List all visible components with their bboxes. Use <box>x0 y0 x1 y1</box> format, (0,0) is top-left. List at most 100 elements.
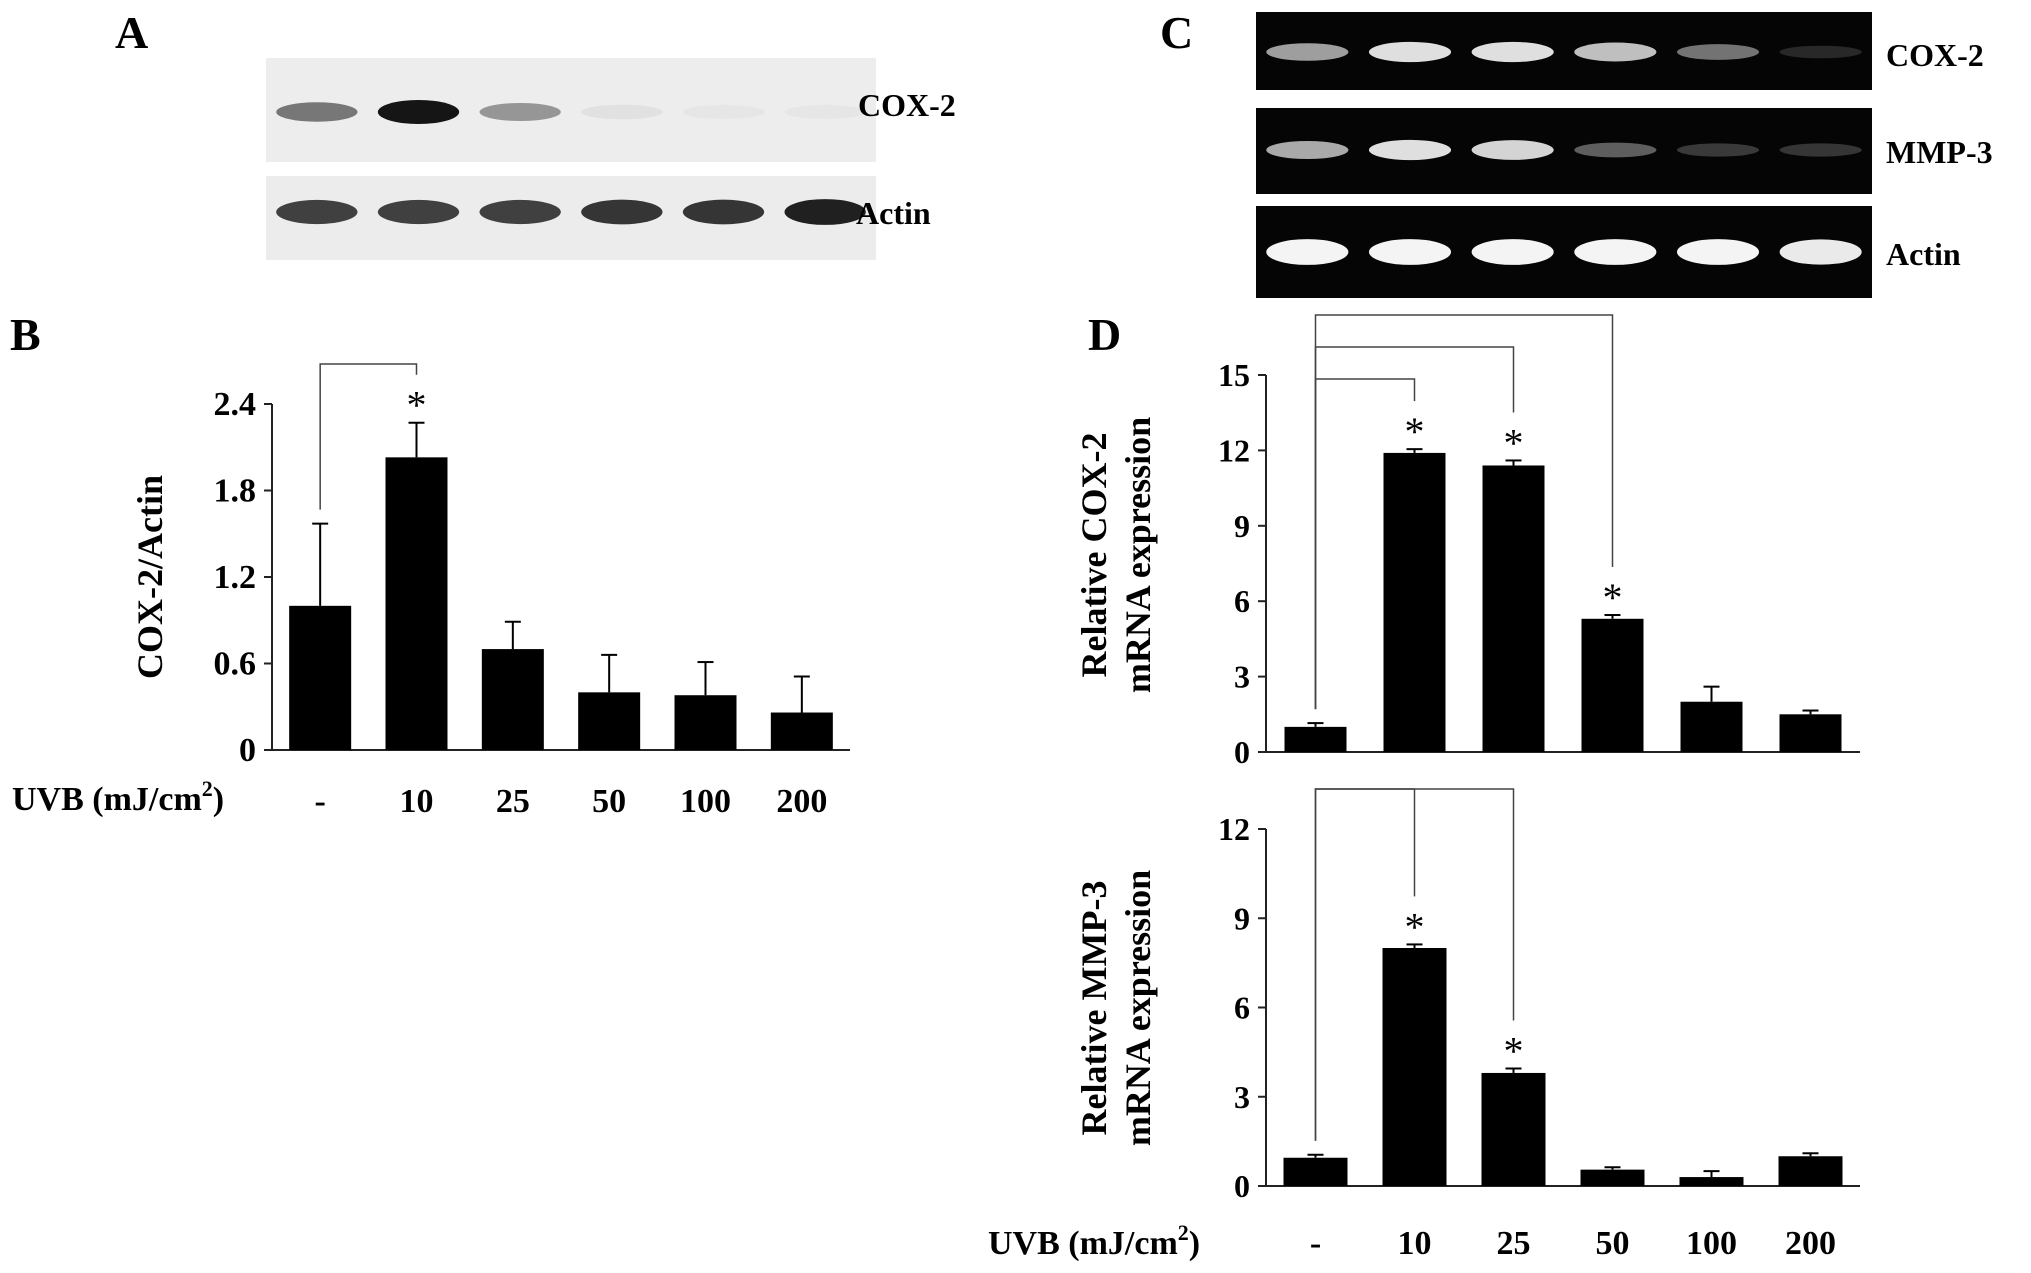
category-label: 50 <box>592 783 626 820</box>
band <box>1471 41 1554 63</box>
band <box>1471 239 1554 265</box>
band <box>276 199 358 225</box>
y-tick-label: 0 <box>1234 1168 1250 1204</box>
bar <box>1284 726 1347 752</box>
y-axis-label: Relative MMP-3 mRNA expression <box>1074 870 1158 1146</box>
gel-label-cox2: COX-2 <box>1886 37 1984 73</box>
comparison-bracket <box>319 363 418 510</box>
band <box>276 102 358 122</box>
gel-label-mmp3: MMP-3 <box>1886 134 1993 170</box>
gel-label-actin: Actin <box>1886 236 1961 272</box>
significance-star: * <box>1405 904 1425 949</box>
gel-background <box>1256 12 1872 90</box>
western-blot-a: COX-2 Actin <box>266 58 956 260</box>
band <box>479 199 561 225</box>
y-tick-label: 1.8 <box>214 473 257 510</box>
panel-letter-b: B <box>10 309 41 360</box>
band <box>1676 143 1760 157</box>
band <box>377 199 460 225</box>
gel-strip-cox2-mrna: COX-2 <box>1256 12 1984 90</box>
blot-background <box>266 176 876 260</box>
y-axis-label: COX-2/Actin <box>130 475 170 679</box>
gel-panel-c: COX-2 MMP-3 Actin <box>1256 12 1993 298</box>
category-label: 50 <box>1596 1225 1630 1262</box>
blot-strip-cox2-protein: COX-2 <box>266 58 956 162</box>
band <box>581 104 663 120</box>
bar <box>1283 1157 1348 1186</box>
category-label: 200 <box>1785 1225 1836 1262</box>
bar <box>1779 714 1842 752</box>
band <box>581 199 663 225</box>
band <box>1574 42 1657 62</box>
category-label: 100 <box>1686 1225 1737 1262</box>
bar <box>674 695 737 750</box>
category-label: 25 <box>1497 1225 1531 1262</box>
y-tick-label: 12 <box>1218 811 1250 847</box>
category-label: 10 <box>400 783 434 820</box>
bar <box>385 457 448 750</box>
category-label: 200 <box>776 783 827 820</box>
significance-star: * <box>1405 409 1425 454</box>
gel-strip-mmp3-mrna: MMP-3 <box>1256 108 1993 194</box>
significance-star: * <box>1504 420 1524 465</box>
category-label: 100 <box>680 783 731 820</box>
band <box>1266 239 1349 265</box>
significance-star: * <box>407 383 427 428</box>
band <box>682 199 765 225</box>
y-tick-label: 0 <box>1234 734 1250 770</box>
panel-letter-d: D <box>1088 309 1121 360</box>
band <box>1779 143 1862 157</box>
blot-label-cox2: COX-2 <box>858 87 956 123</box>
band <box>479 103 561 121</box>
bar <box>1481 1072 1546 1186</box>
y-axis-label: Relative COX-2 mRNA expression <box>1074 417 1158 693</box>
gel-strip-actin-mrna: Actin <box>1256 206 1961 298</box>
blot-strip-actin-protein: Actin <box>266 176 931 260</box>
category-label: - <box>315 783 326 820</box>
y-tick-label: 6 <box>1234 583 1250 619</box>
bar-chart-d-cox2: 0 3 6 9 12 15 * * * Relative COX-2 mRNA expression <box>1074 314 1860 770</box>
y-tick-label: 2.4 <box>214 386 257 423</box>
band <box>1779 239 1862 265</box>
significance-star: * <box>1504 1028 1524 1073</box>
y-tick-label: 3 <box>1234 1079 1250 1115</box>
band <box>683 105 764 119</box>
comparison-bracket <box>1314 788 1515 1141</box>
bar <box>1482 465 1545 752</box>
band <box>1368 41 1452 63</box>
band <box>1266 141 1349 159</box>
y-tick-label: 6 <box>1234 990 1250 1026</box>
bar <box>481 649 544 750</box>
band <box>1779 45 1862 59</box>
category-label: 25 <box>496 783 530 820</box>
gel-background <box>1256 108 1872 194</box>
bar <box>1679 1177 1744 1186</box>
comparison-bracket <box>1314 314 1614 710</box>
band <box>1471 140 1554 160</box>
band <box>1266 43 1349 61</box>
bar <box>1581 618 1644 752</box>
bar <box>1382 948 1447 1186</box>
y-tick-label: 1.2 <box>214 559 257 596</box>
band <box>784 199 866 225</box>
panel-letter-a: A <box>115 7 148 58</box>
blot-label-actin: Actin <box>856 195 931 231</box>
bar <box>770 712 833 750</box>
band <box>1676 44 1760 60</box>
panel-letter-c: C <box>1160 7 1193 58</box>
band <box>1676 239 1760 265</box>
band <box>1574 239 1657 265</box>
band <box>377 100 460 124</box>
y-tick-label: 12 <box>1218 432 1250 468</box>
category-label: 10 <box>1398 1225 1432 1262</box>
blot-background <box>266 58 876 162</box>
bar-chart-b: 0 0.6 1.2 1.8 2.4 - * 10 25 50 100 200 COX-2/Actin <box>130 363 850 820</box>
bar <box>578 692 641 750</box>
significance-star: * <box>1603 575 1623 620</box>
y-tick-label: 0.6 <box>214 646 257 683</box>
y-tick-label: 9 <box>1234 900 1250 936</box>
bar-chart-d-mmp3: 0 3 6 9 12 - * 10 * 25 50 100 200 Relative MMP-3 mRNA … <box>1074 788 1860 1262</box>
uvb-caption-b: UVB (mJ/cm2) <box>12 776 224 818</box>
band <box>1368 139 1452 161</box>
